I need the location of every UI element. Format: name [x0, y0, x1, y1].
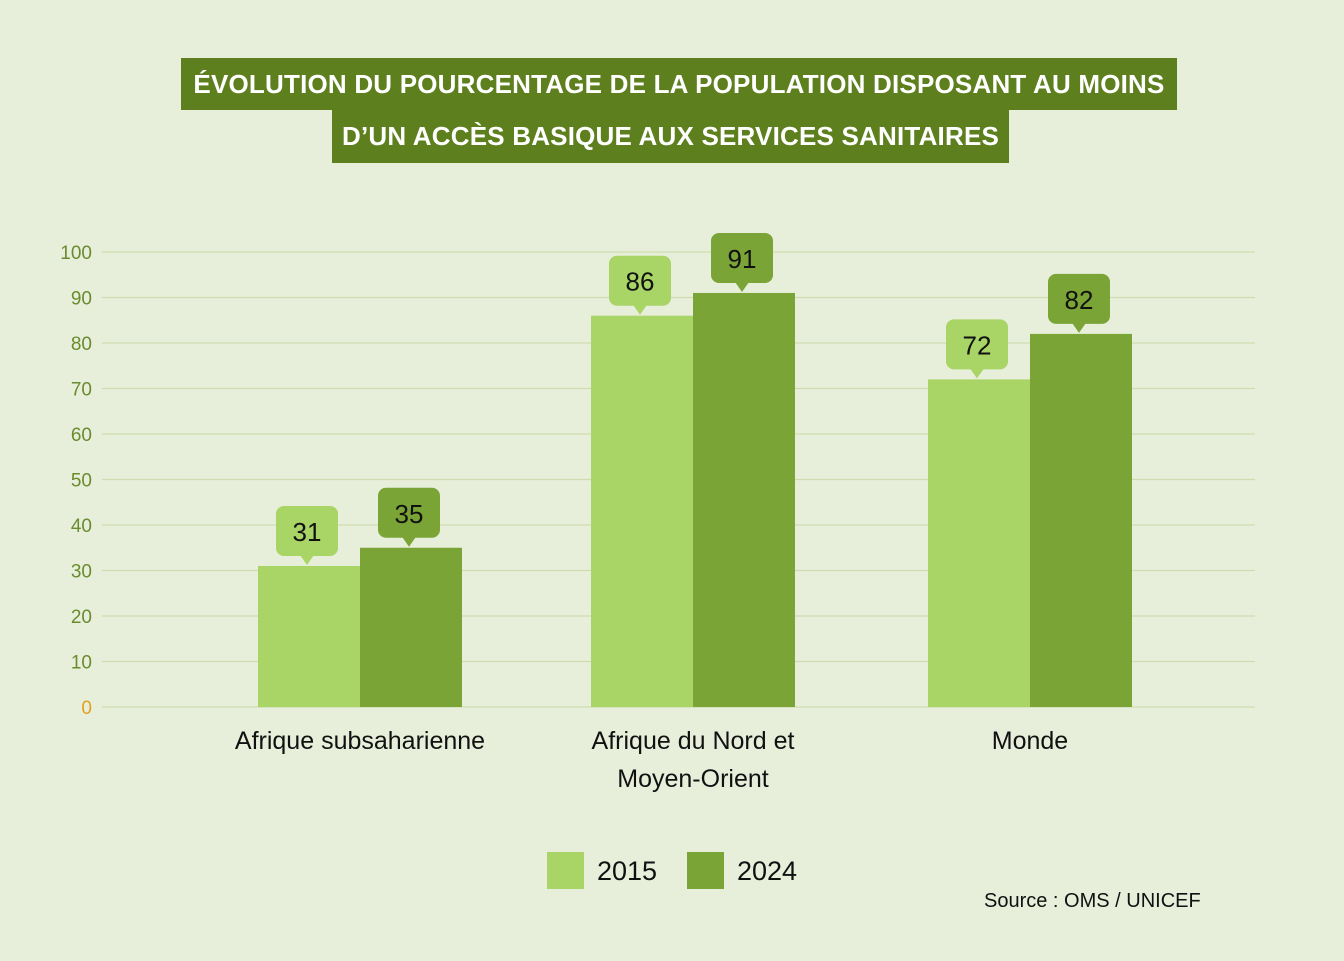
- bar-2015: [928, 379, 1030, 707]
- y-tick-label: 80: [71, 334, 92, 355]
- y-tick-label: 90: [71, 289, 92, 310]
- y-tick-label: 40: [71, 516, 92, 537]
- data-label: 82: [1065, 285, 1094, 315]
- y-tick-label: 10: [71, 653, 92, 674]
- x-category-label: Afrique du Nord et: [592, 727, 795, 755]
- bar-2015: [258, 565, 360, 707]
- y-tick-label: 30: [71, 562, 92, 583]
- data-label-bubble: [946, 319, 1008, 370]
- data-label-bubble: [711, 232, 773, 283]
- data-label-bubble: [378, 487, 440, 538]
- data-label: 86: [626, 267, 655, 297]
- data-label-pointer: [970, 368, 984, 379]
- data-label: 72: [963, 330, 992, 360]
- data-label-bubble: [609, 255, 671, 306]
- bar-2024: [693, 292, 795, 707]
- data-label-pointer: [633, 304, 647, 315]
- legend-swatch-2015: [547, 852, 584, 889]
- y-tick-label: 0: [81, 698, 92, 719]
- y-tick-label: 50: [71, 471, 92, 492]
- chart-title-line-1: ÉVOLUTION DU POURCENTAGE DE LA POPULATIO…: [181, 58, 1177, 110]
- chart-title-line-2: D’UN ACCÈS BASIQUE AUX SERVICES SANITAIR…: [332, 110, 1009, 163]
- y-tick-label: 70: [71, 380, 92, 401]
- x-category-label: Afrique subsaharienne: [235, 727, 485, 755]
- legend-swatch-2024: [687, 852, 724, 889]
- bar-2015: [591, 315, 693, 707]
- bar-2024: [360, 547, 462, 707]
- y-tick-label: 100: [60, 243, 92, 264]
- legend-label: 2024: [737, 856, 797, 886]
- data-label: 35: [395, 499, 424, 529]
- source-note: Source : OMS / UNICEF: [984, 890, 1201, 912]
- data-label-bubble: [1048, 273, 1110, 324]
- data-label-pointer: [735, 281, 749, 292]
- data-label-pointer: [1072, 322, 1086, 333]
- bar-2024: [1030, 333, 1132, 707]
- data-label: 91: [728, 244, 757, 274]
- y-tick-label: 20: [71, 607, 92, 628]
- x-category-label: Moyen-Orient: [617, 765, 768, 793]
- data-label-pointer: [300, 554, 314, 565]
- legend-label: 2015: [597, 856, 657, 886]
- data-label: 31: [293, 517, 322, 547]
- data-label-pointer: [402, 536, 416, 547]
- data-label-bubble: [276, 505, 338, 556]
- y-tick-label: 60: [71, 425, 92, 446]
- x-category-label: Monde: [992, 727, 1068, 755]
